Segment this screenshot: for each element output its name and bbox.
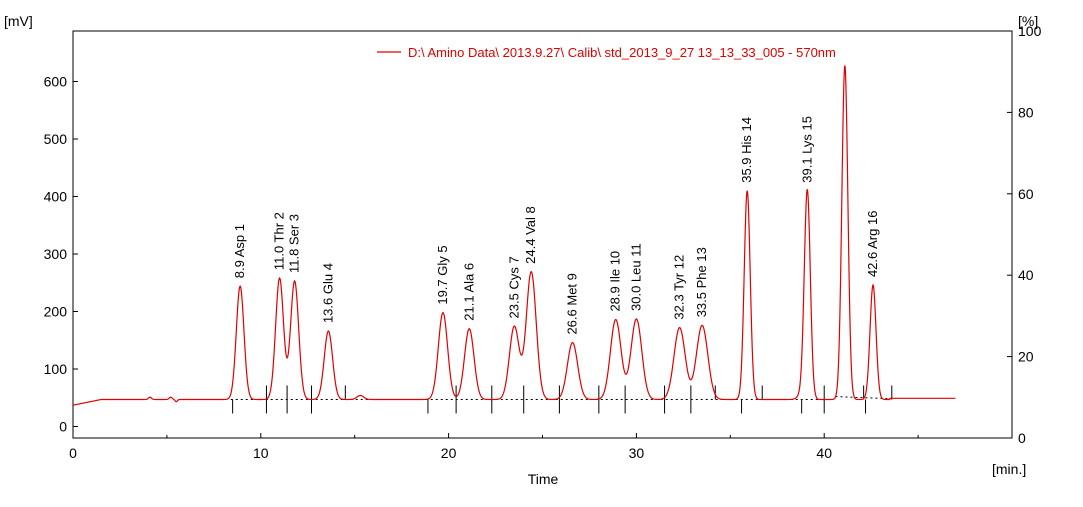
peak-label: 13.6 Glu 4: [320, 263, 335, 323]
y-left-tick-label: 300: [44, 246, 68, 262]
integration-baseline: [230, 396, 896, 400]
x-tick-label: 20: [441, 445, 457, 461]
y-right-unit: [%]: [1018, 13, 1038, 29]
peak-label: 33.5 Phe 13: [694, 247, 709, 317]
y-right-tick-label: 20: [1018, 349, 1034, 365]
y-right-tick-label: 40: [1018, 267, 1034, 283]
peak-label: 24.4 Val 8: [523, 206, 538, 264]
peak-integration-marks: [232, 385, 893, 414]
y-left-tick-label: 600: [44, 74, 68, 90]
y-left-tick-label: 0: [59, 419, 67, 435]
x-axis-label: Time: [528, 471, 559, 487]
peak-label: 11.8 Ser 3: [287, 214, 302, 273]
peak-label: 42.6 Arg 16: [865, 211, 880, 278]
legend: D:\ Amino Data\ 2013.9.27\ Calib\ std_20…: [377, 45, 836, 60]
peak-label: 32.3 Tyr 12: [672, 255, 687, 320]
y-right-tick-label: 80: [1018, 104, 1034, 120]
legend-entry: D:\ Amino Data\ 2013.9.27\ Calib\ std_20…: [408, 45, 836, 60]
peak-label: 35.9 His 14: [739, 117, 754, 183]
peak-label: 26.6 Met 9: [565, 273, 580, 334]
y-right-tick-label: 100: [1018, 23, 1042, 39]
y-left-tick-label: 200: [44, 304, 68, 320]
x-tick-label: 40: [816, 445, 832, 461]
y-right-tick-label: 0: [1018, 430, 1026, 446]
x-tick-label: 10: [253, 445, 269, 461]
y-left-tick-label: 500: [44, 131, 68, 147]
series-line-570nm: [72, 65, 956, 406]
peak-label: 23.5 Cys 7: [506, 256, 521, 318]
x-tick-label: 0: [69, 445, 77, 461]
peak-label: 28.9 Ile 10: [608, 251, 623, 312]
peak-label: 30.0 Leu 11: [628, 243, 643, 311]
axes: [72, 30, 1012, 439]
x-tick-label: 30: [629, 445, 645, 461]
peak-label: 11.0 Thr 2: [272, 212, 287, 270]
peak-label: 8.9 Asp 1: [232, 224, 247, 278]
peak-label: 19.7 Gly 5: [435, 245, 450, 304]
x-axis-unit: [min.]: [992, 461, 1026, 477]
y-left-tick-label: 400: [44, 189, 68, 205]
peak-label: 39.1 Lys 15: [799, 116, 814, 183]
y-left-unit: [mV]: [4, 13, 33, 29]
peak-label: 21.1 Ala 6: [461, 263, 476, 321]
y-left-tick-label: 100: [44, 361, 68, 377]
peak-labels: 8.9 Asp 1 11.0 Thr 2 11.8 Ser 3 13.6 Glu 4 1…: [232, 116, 880, 335]
y-right-tick-label: 60: [1018, 186, 1034, 202]
